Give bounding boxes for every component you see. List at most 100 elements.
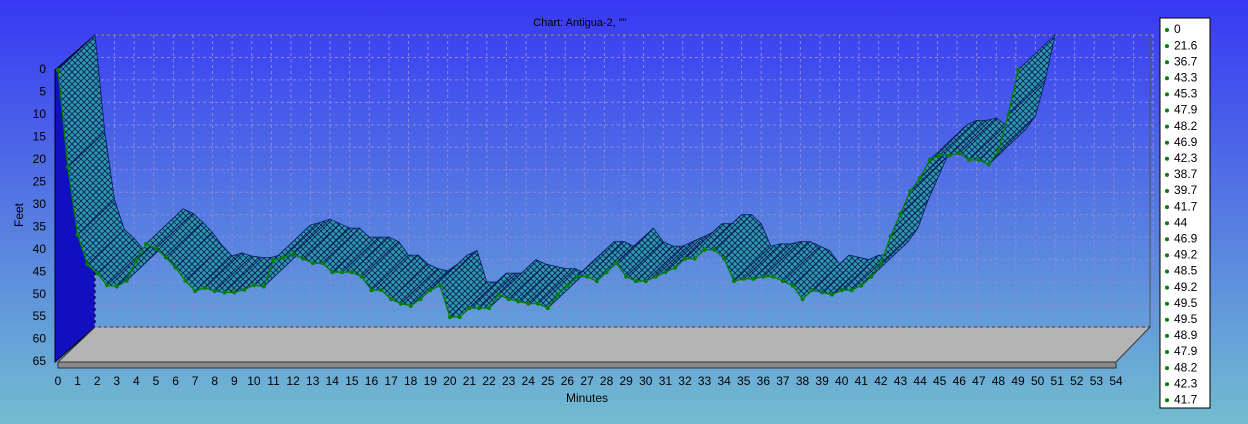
legend-label: 44	[1174, 215, 1188, 229]
y-tick-label: 55	[33, 309, 47, 323]
point-marker	[633, 279, 638, 284]
point-marker	[183, 278, 188, 283]
legend-label: 47.9	[1174, 103, 1198, 117]
x-tick-label: 6	[172, 374, 179, 388]
legend-marker	[1165, 269, 1169, 274]
x-tick-label: 34	[717, 374, 731, 388]
point-marker	[918, 175, 923, 180]
point-marker	[398, 301, 403, 306]
legend-label: 41.7	[1174, 199, 1198, 213]
point-marker	[986, 162, 991, 167]
point-marker	[545, 306, 550, 311]
y-axis-label: Feet	[12, 202, 26, 227]
point-marker	[712, 247, 717, 252]
x-tick-label: 44	[913, 374, 927, 388]
x-tick-label: 14	[326, 374, 340, 388]
legend-marker	[1165, 44, 1169, 49]
point-marker	[771, 274, 776, 279]
point-marker	[722, 256, 727, 261]
legend-marker	[1165, 333, 1169, 338]
point-marker	[947, 153, 952, 158]
point-marker	[869, 274, 874, 279]
x-tick-label: 12	[286, 374, 300, 388]
legend-label: 49.5	[1174, 296, 1198, 310]
point-marker	[104, 283, 109, 288]
y-tick-label: 10	[33, 107, 47, 121]
point-marker	[604, 270, 609, 275]
point-marker	[663, 270, 668, 275]
point-marker	[408, 303, 413, 308]
point-marker	[1016, 68, 1021, 72]
point-marker	[222, 290, 227, 295]
point-marker	[56, 68, 60, 72]
point-marker	[428, 288, 433, 293]
point-marker	[340, 270, 345, 275]
point-marker	[320, 261, 325, 266]
legend-marker	[1165, 92, 1169, 97]
x-tick-label: 9	[231, 374, 238, 388]
y-tick-label: 65	[33, 354, 47, 368]
x-tick-label: 54	[1109, 374, 1123, 388]
point-marker	[359, 274, 364, 279]
point-marker	[310, 261, 315, 266]
point-marker	[976, 157, 981, 162]
legend-label: 48.5	[1174, 264, 1198, 278]
x-tick-label: 28	[600, 374, 614, 388]
point-marker	[839, 288, 844, 293]
legend-label: 48.2	[1174, 119, 1198, 133]
x-tick-label: 26	[561, 374, 575, 388]
y-tick-label: 60	[33, 332, 47, 346]
x-tick-label: 40	[835, 374, 849, 388]
x-tick-label: 39	[815, 374, 829, 388]
legend-label: 41.7	[1174, 392, 1198, 406]
point-marker	[193, 289, 198, 294]
point-marker	[751, 276, 756, 281]
point-marker	[163, 255, 168, 260]
point-marker	[624, 274, 629, 279]
legend-label: 0	[1174, 22, 1181, 36]
x-tick-label: 30	[639, 374, 653, 388]
x-tick-label: 19	[424, 374, 438, 388]
legend-marker	[1165, 301, 1169, 306]
point-marker	[790, 283, 795, 288]
x-tick-label: 20	[443, 374, 457, 388]
x-tick-label: 45	[933, 374, 947, 388]
point-marker	[1006, 112, 1011, 117]
x-tick-label: 33	[698, 374, 712, 388]
point-marker	[124, 278, 129, 283]
legend-entries: 0 21.6 36.7 43.3 45.3 47.9 48.2 46.9 42.3 38.7 39.…	[1165, 22, 1198, 406]
point-marker	[536, 301, 541, 306]
x-tick-label: 15	[345, 374, 359, 388]
point-marker	[212, 289, 217, 294]
point-marker	[457, 315, 462, 320]
y-tick-label: 30	[33, 197, 47, 211]
point-marker	[829, 292, 834, 297]
point-marker	[859, 283, 864, 288]
y-tick-label: 35	[33, 219, 47, 233]
legend-label: 46.9	[1174, 135, 1198, 149]
point-marker	[261, 284, 266, 289]
legend-label: 39.7	[1174, 183, 1198, 197]
point-marker	[418, 297, 423, 302]
point-marker	[281, 255, 286, 260]
point-marker	[741, 276, 746, 281]
point-marker	[516, 299, 521, 304]
x-tick-label: 2	[94, 374, 101, 388]
y-tick-label: 50	[33, 287, 47, 301]
x-tick-label: 51	[1051, 374, 1065, 388]
point-marker	[878, 261, 883, 266]
x-tick-label: 17	[384, 374, 398, 388]
point-marker	[780, 279, 785, 284]
x-tick-label: 48	[992, 374, 1006, 388]
point-marker	[202, 285, 207, 290]
x-tick-label: 1	[74, 374, 81, 388]
legend-marker	[1165, 108, 1169, 113]
y-tick-label: 45	[33, 264, 47, 278]
legend-marker	[1165, 221, 1169, 226]
point-marker	[271, 258, 276, 263]
point-marker	[761, 274, 766, 279]
legend-marker	[1165, 237, 1169, 242]
x-tick-label: 24	[522, 374, 536, 388]
point-marker	[585, 274, 589, 279]
